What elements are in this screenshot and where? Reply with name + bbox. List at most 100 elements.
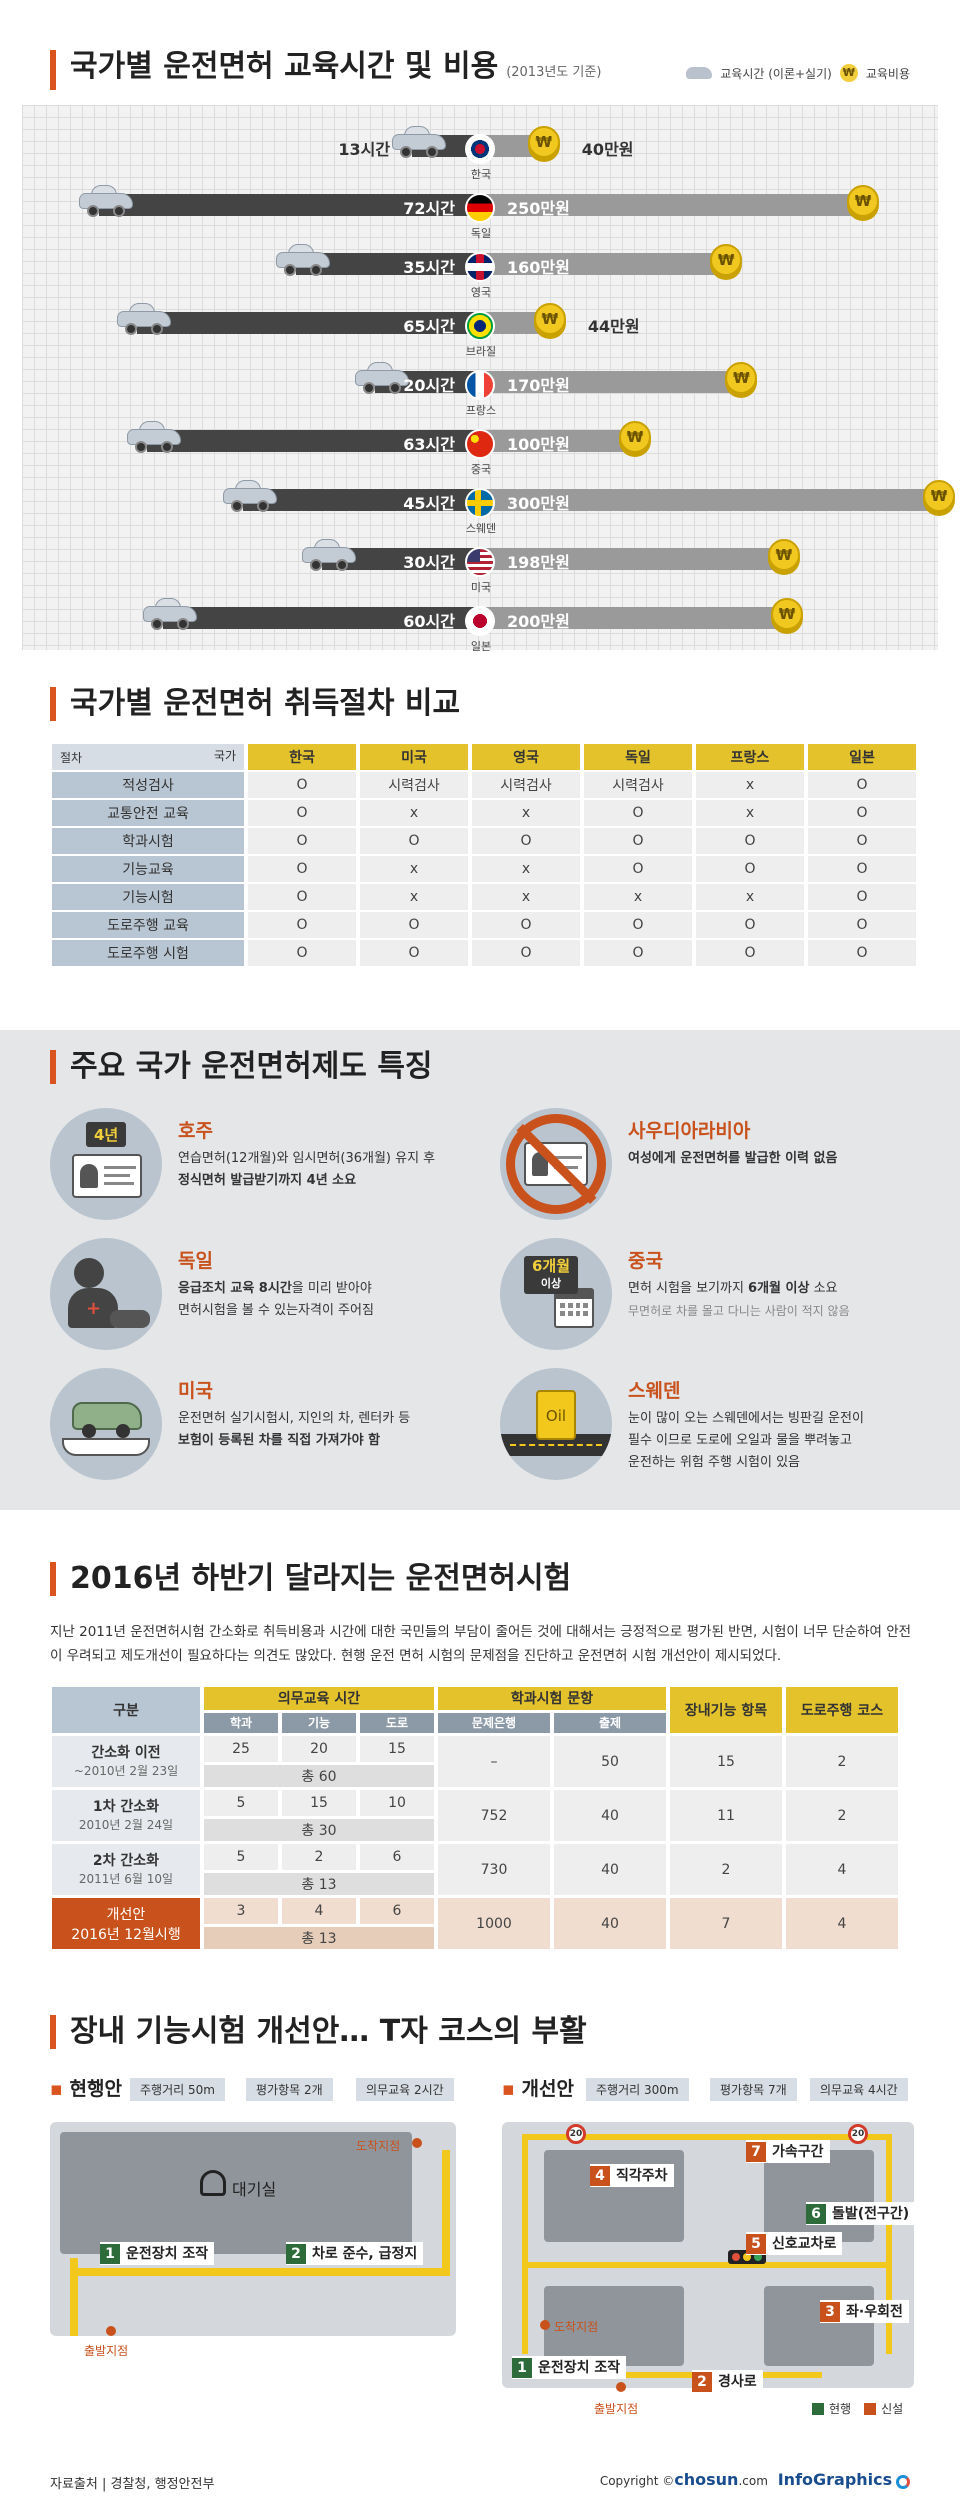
hand-icon: [62, 1438, 150, 1456]
table-cell: O: [584, 940, 692, 966]
car-icon: [127, 421, 182, 453]
flag-icon: [465, 311, 495, 341]
current-chip-distance: 주행거리 50m: [130, 2078, 225, 2101]
current-step-1: 1 운전장치 조작: [100, 2242, 215, 2265]
table-cell: 50: [554, 1736, 666, 1787]
section2-title-text: 국가별 운전면허 취득절차 비교: [70, 686, 461, 721]
total-hours: 총 13: [204, 1873, 434, 1895]
germany-desc: 응급조치 교육 8시간을 미리 받아야 면허시험을 볼 수 있는자격이 주어짐: [178, 1278, 374, 1322]
china-desc-line1-end: 소요: [809, 1281, 838, 1296]
row-label: 간소화 이전 ~2010년 2월 23일: [52, 1736, 200, 1787]
bar-row: 63시간 중국 100만원 ₩: [0, 419, 960, 476]
procedure-label: 기능교육: [52, 856, 244, 882]
proposed-chip-items: 평가항목 7개: [710, 2078, 797, 2101]
flag-icon: [465, 193, 495, 223]
table-row: 학과시험 O O O O O O: [52, 828, 916, 854]
china-desc-line2: 무면허로 차를 몰고 다니는 사람이 적지 않음: [628, 1304, 850, 1318]
table-cell: O: [696, 912, 804, 938]
china-circle: 6개월 이상: [500, 1238, 612, 1350]
feature-usa: 미국 운전면허 실기시험시, 지인의 차, 렌터카 등 보험이 등록된 차를 직…: [50, 1368, 490, 1498]
section1-subtitle: (2013년도 기준): [506, 65, 602, 80]
proposed-step-4-label: 직각주차: [616, 2168, 668, 2184]
bar-row: 20시간 프랑스 170만원 ₩: [0, 360, 960, 417]
row-label-date: 2016년 12월시행: [71, 1926, 181, 1943]
table-cell: O: [472, 912, 580, 938]
car-icon: [275, 244, 330, 276]
proposed-step-5-label: 신호교차로: [772, 2236, 837, 2252]
table-cell: x: [472, 884, 580, 910]
car-icon: [686, 67, 713, 79]
flag-icon: [465, 547, 495, 577]
table-cell: O: [696, 828, 804, 854]
table-cell: 시력검사: [472, 772, 580, 798]
proposed-step-4: 4 직각주차: [590, 2164, 674, 2187]
cost-bar: [481, 253, 725, 275]
table-cell: 7: [670, 1898, 782, 1949]
proposed-block-d: [764, 2286, 874, 2366]
table-cell: 40: [554, 1790, 666, 1841]
table-cell: O: [584, 912, 692, 938]
table-cell: O: [248, 828, 356, 854]
table-cell: O: [584, 828, 692, 854]
speed-limit-sign-icon-2: 20: [848, 2124, 868, 2144]
current-step-2: 2 차로 준수, 급정지: [286, 2242, 424, 2265]
section1-legend: 교육시간 (이론+실기) ₩ 교육비용: [686, 64, 910, 82]
table-cell: 4: [282, 1898, 356, 1924]
china-badge: 6개월 이상: [524, 1256, 579, 1294]
table-row: 개선안 2016년 12월시행 3 4 6 1000 40 7 4: [52, 1898, 898, 1949]
section1-title-text: 국가별 운전면허 교육시간 및 비용: [70, 49, 499, 84]
cost-label: 40만원: [581, 140, 634, 159]
coin-icon: ₩: [767, 539, 800, 571]
country-name: 한국: [470, 168, 492, 181]
proposed-road-middle: [522, 2262, 892, 2268]
table-cell: O: [808, 884, 916, 910]
proposed-step-5: 5 신호교차로: [746, 2232, 843, 2255]
feature-australia: 4년 호주 연습면허(12개월)와 임시면허(36개월) 유지 후 정식면허 발…: [50, 1108, 490, 1238]
country-name: 독일: [470, 227, 492, 240]
sweden-desc-line3: 운전하는 위험 주행 시험이 있음: [628, 1455, 801, 1470]
china-desc-bold: 6개월 이상: [748, 1281, 810, 1296]
table-cell: O: [696, 856, 804, 882]
legend-cost: 교육비용: [865, 66, 910, 81]
current-road-left: [70, 2258, 78, 2336]
procedure-label: 기능시험: [52, 884, 244, 910]
cost-label: 198만원: [507, 553, 570, 572]
section2-title: 국가별 운전면허 취득절차 비교: [50, 687, 460, 721]
table-cell: 5: [204, 1844, 278, 1870]
cost-bar: [481, 135, 542, 157]
prohibited-icon: [506, 1114, 606, 1214]
germany-desc-bold: 응급조치 교육 8시간: [178, 1281, 292, 1296]
proposed-arrival-dot: [540, 2320, 550, 2330]
total-hours: 총 13: [204, 1927, 434, 1949]
country-name: 일본: [470, 640, 492, 653]
current-arrival-dot: [412, 2138, 422, 2148]
proposed-step-3: 3 좌·우회전: [820, 2300, 909, 2323]
bar-row: 72시간 독일 250만원 ₩: [0, 183, 960, 240]
proposed-step-7: 7 가속구간: [746, 2140, 830, 2163]
proposed-step-2-label: 경사로: [718, 2374, 757, 2390]
proposed-step-1: 1 운전장치 조작: [512, 2356, 627, 2379]
table-row: 도로주행 교육 O O O O O O: [52, 912, 916, 938]
table-cell: 5: [204, 1790, 278, 1816]
table-cell: 6: [360, 1844, 434, 1870]
license-card-icon: [72, 1154, 142, 1198]
procedure-label: 도로주행 교육: [52, 912, 244, 938]
cost-label: 300만원: [507, 494, 570, 513]
cost-bar: [481, 489, 937, 511]
flag-icon: [465, 252, 495, 282]
row-label: 개선안 2016년 12월시행: [52, 1898, 200, 1949]
proposed-step-2: 2 경사로: [692, 2370, 763, 2393]
australia-badge: 4년: [86, 1122, 127, 1147]
table-cell: 20: [282, 1736, 356, 1762]
table-cell: O: [808, 772, 916, 798]
table-cell: x: [472, 800, 580, 826]
table-row: 간소화 이전 ~2010년 2월 23일 25 20 15–50 15 2: [52, 1736, 898, 1787]
col-japan: 일본: [808, 744, 916, 770]
proposed-road-left: [522, 2134, 528, 2354]
country-name: 중국: [470, 463, 492, 476]
section5-title: 장내 기능시험 개선안… T자 코스의 부활: [50, 2015, 587, 2049]
coin-icon: ₩: [619, 421, 651, 453]
proposed-arrival-label: 도착지점: [554, 2320, 599, 2334]
total-hours: 총 60: [204, 1765, 434, 1787]
